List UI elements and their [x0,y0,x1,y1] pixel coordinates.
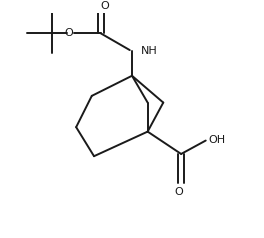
Text: OH: OH [208,135,225,145]
Text: NH: NH [141,46,158,56]
Text: O: O [101,1,110,11]
Text: O: O [64,28,73,38]
Text: O: O [175,188,183,198]
